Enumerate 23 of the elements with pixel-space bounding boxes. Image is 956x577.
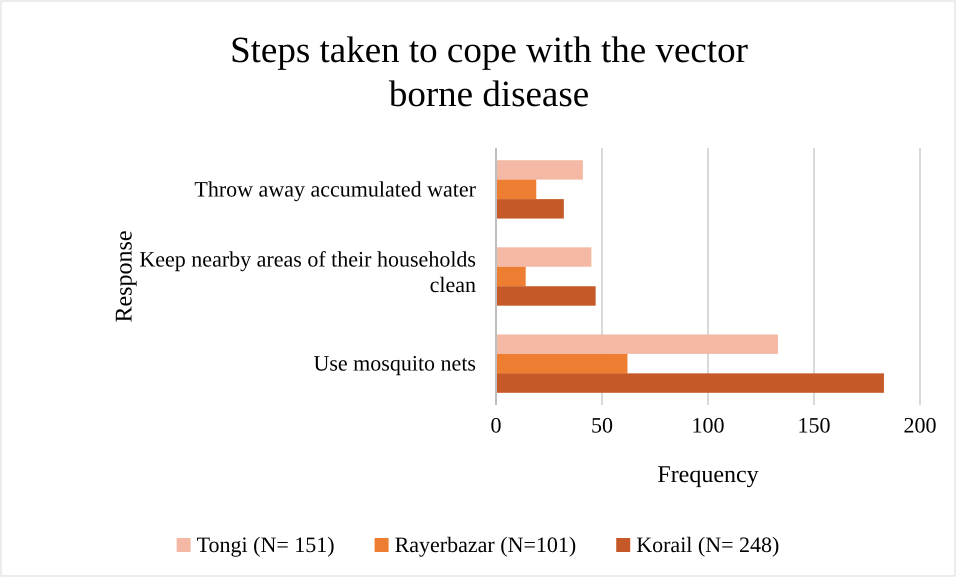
bar: [496, 266, 526, 286]
y-tick-label: Use mosquito nets: [313, 350, 476, 376]
bar: [496, 286, 596, 306]
chart-title: Steps taken to cope with the vector borne disease: [230, 30, 748, 115]
legend-label: Rayerbazar (N=101): [394, 532, 576, 557]
x-tick-label: 100: [692, 412, 724, 438]
legend-label: Korail (N= 248): [636, 532, 780, 557]
bar: [496, 180, 536, 200]
bar: [496, 354, 628, 374]
bar: [496, 334, 778, 354]
x-tick-label: 0: [490, 412, 502, 438]
x-tick-label: 50: [591, 412, 613, 438]
x-tick-label: 150: [798, 412, 830, 438]
bar: [496, 199, 564, 219]
bar: [496, 160, 583, 180]
y-tick-label: Throw away accumulated water: [194, 176, 477, 202]
x-axis-title: Frequency: [657, 462, 759, 488]
bar: [496, 247, 592, 267]
legend-label: Tongi (N= 151): [196, 532, 335, 557]
bar: [496, 373, 884, 393]
y-axis-title: Response: [111, 230, 138, 322]
x-tick-label: 200: [904, 412, 936, 438]
y-tick-label: Keep nearby areas of their households clean: [139, 246, 476, 297]
